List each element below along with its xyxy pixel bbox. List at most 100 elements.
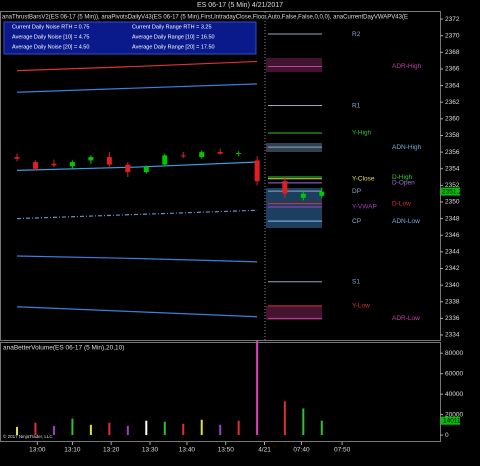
- x-tick-label: 13:10: [64, 447, 81, 454]
- info-text: Average Daily Noise [20] = 4.50: [12, 44, 89, 50]
- last-price-label: 2351.25: [442, 188, 466, 195]
- candle-body: [319, 191, 325, 196]
- candle-body: [125, 164, 131, 173]
- chart-title: ES 06-17 (5 Min) 4/21/2017: [197, 2, 283, 9]
- x-tick-label: 4/21: [258, 447, 271, 454]
- level-label: ADR-High: [392, 63, 422, 70]
- candle-body: [32, 162, 38, 169]
- y-tick-label: 2352: [445, 182, 460, 189]
- y-tick-label: 2340: [445, 282, 460, 289]
- volume-bar: [200, 419, 203, 436]
- level-label: ADN-High: [392, 144, 422, 151]
- y-tick-label: 2370: [445, 32, 460, 39]
- last-volume-box: [441, 416, 460, 425]
- y-tick-label: 2368: [445, 49, 460, 56]
- volume-bar: [89, 424, 92, 436]
- level-label: DP: [352, 188, 361, 195]
- level-label: Y-Close: [352, 175, 375, 182]
- y-tick-label: 2362: [445, 99, 460, 106]
- info-text: Current Daily Range RTH = 3.25: [132, 24, 212, 30]
- level-label: D-Low: [392, 200, 411, 207]
- volume-bar: [163, 421, 166, 436]
- x-tick-label: 13:30: [142, 447, 159, 454]
- candle-body: [143, 167, 149, 173]
- level-label: D-Open: [392, 180, 415, 187]
- volume-bar: [71, 418, 74, 436]
- x-tick-label: 13:50: [218, 447, 235, 454]
- volume-bar: [15, 426, 18, 436]
- volume-bar: [256, 340, 259, 436]
- indicator-line: [16, 161, 258, 171]
- candle-body: [162, 155, 168, 165]
- info-text: Current Daily Noise RTH = 0.75: [12, 24, 89, 30]
- info-box: [3, 21, 257, 55]
- volume-bar: [126, 425, 129, 436]
- volume-bar: [219, 424, 222, 436]
- level-label: D-High: [392, 174, 413, 181]
- x-tick-label: 13:00: [29, 447, 46, 454]
- volume-bar: [108, 422, 111, 436]
- last-price-box: [441, 187, 460, 196]
- candle-body: [106, 157, 112, 165]
- candle-body: [199, 152, 205, 158]
- y-tick-label: 2354: [445, 165, 460, 172]
- info-text: Average Daily Range [20] = 17.50: [132, 44, 215, 50]
- copyright: © 2017 NinjaTrader, LLC: [3, 433, 53, 439]
- indicator-label: anaThrustBarsV2(ES 06-17 (5 Min)), anaPi…: [2, 15, 408, 21]
- y-tick-label: 2342: [445, 265, 460, 272]
- x-tick-label: 07:50: [334, 447, 351, 454]
- level-label: Y-Low: [352, 303, 370, 310]
- level-label: R2: [352, 31, 361, 38]
- level-label: ADR-Low: [392, 315, 420, 322]
- y-tick-label: 80000: [445, 350, 463, 357]
- zone-box: [266, 58, 322, 72]
- volume-bar: [34, 422, 37, 436]
- volume-bar: [320, 420, 323, 436]
- zone-box: [266, 306, 322, 320]
- info-text: Average Daily Range [10] = 16.50: [132, 34, 215, 40]
- y-tick-label: 2346: [445, 232, 460, 239]
- indicator-line: [16, 255, 258, 263]
- y-tick-label: 2364: [445, 82, 460, 89]
- y-tick-label: 40000: [445, 391, 463, 398]
- level-label: Y-High: [352, 130, 372, 137]
- y-tick-label: 2338: [445, 298, 460, 305]
- candle-body: [254, 160, 260, 182]
- y-tick-label: 2348: [445, 215, 460, 222]
- volume-bar: [302, 408, 305, 436]
- x-tick-label: 13:40: [179, 447, 196, 454]
- level-label: CP: [352, 218, 361, 225]
- y-tick-label: 2372: [445, 16, 460, 23]
- x-tick-label: 07:40: [293, 447, 310, 454]
- indicator-line: [16, 60, 258, 72]
- candle-body: [217, 152, 223, 154]
- y-tick-label: 2336: [445, 315, 460, 322]
- candle-body: [180, 155, 186, 157]
- volume-bar: [182, 423, 185, 436]
- x-tick-label: 13:20: [103, 447, 120, 454]
- candle-body: [14, 157, 20, 159]
- y-tick-label: 2360: [445, 116, 460, 123]
- candle-body: [69, 162, 75, 167]
- y-tick-label: 60000: [445, 370, 463, 377]
- indicator-line: [16, 83, 258, 93]
- y-tick-label: 2358: [445, 132, 460, 139]
- candle-body: [236, 152, 242, 154]
- y-tick-label: 2344: [445, 249, 460, 256]
- panel-label: anaBetterVolume(ES 06-17 (5 Min),20,10): [3, 345, 124, 352]
- indicator-line: [16, 209, 258, 220]
- volume-bar: [145, 420, 148, 436]
- y-tick-label: 2356: [445, 149, 460, 156]
- y-tick-label: 2334: [445, 332, 460, 339]
- candle-body: [282, 181, 288, 194]
- volume-bar: [52, 425, 55, 436]
- y-tick-label: 20000: [445, 411, 463, 418]
- info-text: Average Daily Noise [10] = 4.75: [12, 34, 89, 40]
- zone-box: [266, 188, 322, 228]
- last-volume-label: 14011: [443, 417, 461, 424]
- y-tick-label: 2350: [445, 199, 460, 206]
- y-tick-label: 2366: [445, 66, 460, 73]
- level-label: ADN-Low: [392, 218, 420, 225]
- level-label: S1: [352, 279, 360, 286]
